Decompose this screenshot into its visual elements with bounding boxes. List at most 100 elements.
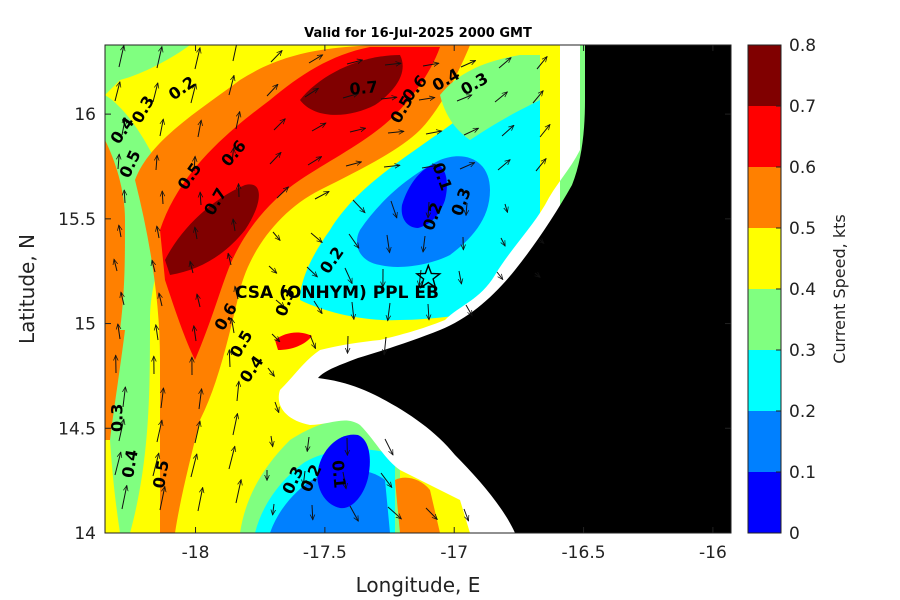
band-0.7-0.8-south (165, 184, 259, 275)
band-0.5-0.6-southeast (395, 477, 440, 533)
current-vector-arrow (463, 508, 469, 521)
colorbar-tick-label: 0.6 (789, 158, 816, 178)
current-vector-arrow (312, 504, 313, 520)
x-tick-label: -17 (440, 543, 468, 563)
colorbar-swatch (748, 289, 781, 350)
current-vector-arrow (310, 232, 322, 243)
current-vector-arrow (114, 82, 120, 102)
current-vector-arrow (348, 335, 349, 353)
current-vector-arrow (118, 324, 120, 340)
current-vector-arrow (269, 152, 281, 165)
band-0.6-0.7 (160, 47, 440, 360)
current-vector-arrow (380, 97, 397, 99)
current-vector-arrow (428, 201, 429, 218)
colorbar-swatch (748, 45, 781, 106)
current-vector-arrow (200, 192, 201, 206)
current-vector-arrow (309, 334, 316, 349)
current-vector-arrow (156, 47, 162, 69)
x-tick-label: -16.5 (562, 543, 606, 563)
current-vector-arrow (384, 336, 386, 355)
current-vector-arrow (118, 419, 124, 442)
y-tick-label: 14 (74, 524, 96, 544)
current-vector-arrow (349, 128, 366, 133)
y-tick-label: 15 (74, 315, 96, 335)
plot-area: 0.20.30.40.5 0.50.60.70.7 0.60.50.40.30.10… (105, 45, 731, 533)
colorbar-tick-label: 0 (789, 524, 800, 544)
current-vector-arrow (152, 453, 159, 477)
colorbar-tick-label: 0.5 (789, 219, 816, 239)
current-vector-arrow (273, 503, 274, 515)
colorbar-tick-label: 0.4 (789, 280, 816, 300)
colorbar-tick-label: 0.7 (789, 97, 816, 117)
current-vector-arrow (119, 225, 121, 238)
current-vector-arrow (121, 292, 124, 306)
colorbar-swatch (748, 472, 781, 533)
current-vector-arrow (498, 58, 511, 69)
current-vector-arrow (159, 119, 163, 137)
current-vector-arrow (505, 203, 508, 212)
current-vector-arrow (307, 157, 322, 166)
current-vector-arrow (266, 84, 278, 97)
current-vector-arrow (422, 63, 439, 66)
current-vector-arrow (156, 155, 157, 171)
current-vector-arrow (159, 293, 162, 307)
current-vector-arrow (124, 190, 125, 204)
current-vector-arrow (237, 381, 239, 402)
current-vector-arrow (190, 261, 193, 274)
colorbar-swatch (748, 167, 781, 228)
colorbar-label: Current Speed, kts (830, 214, 849, 363)
current-vector-arrow (123, 387, 125, 408)
current-vector-arrow (194, 326, 196, 342)
current-vectors (114, 45, 550, 521)
current-vector-arrow (349, 505, 359, 521)
current-vector-arrow (232, 148, 234, 164)
x-axis-label: Longitude, E (356, 573, 481, 597)
current-vector-arrow (539, 125, 550, 138)
current-vector-arrow (118, 46, 124, 68)
current-vector-arrow (121, 118, 125, 136)
current-vector-arrow (195, 227, 197, 240)
current-vector-arrow (275, 299, 285, 307)
current-vector-arrow (267, 367, 274, 376)
current-vector-arrow (156, 420, 162, 443)
current-vector-arrow (239, 184, 240, 198)
current-vector-arrow (532, 91, 543, 104)
current-vector-arrow (194, 48, 200, 70)
current-vector-arrow (496, 271, 503, 280)
band-0.5-0.6-west-strip (105, 330, 125, 440)
colorbar-swatch (748, 350, 781, 411)
colorbar-tick-label: 0.8 (789, 36, 816, 56)
current-vector-arrow (271, 435, 273, 447)
contour-label: 0.3 (107, 404, 126, 432)
current-vector-arrow (346, 60, 363, 65)
band-0.3-0.4-coastal (440, 55, 540, 140)
colorbar: 0 0.1 0.2 0.3 0.4 0.5 0.6 0.7 0.8 (747, 36, 816, 544)
current-vector-arrow (232, 414, 238, 436)
current-vector-arrow (114, 259, 117, 272)
current-vector-arrow (232, 318, 235, 334)
station-marker: CSA (ONHYM) PPL EB (235, 263, 442, 303)
current-vector-arrow (235, 480, 241, 504)
current-vector-arrow (387, 131, 404, 133)
current-vector-arrow (152, 83, 158, 103)
current-vector-arrow (352, 199, 365, 213)
land-mass (318, 45, 731, 533)
y-tick-label: 14.5 (58, 419, 96, 439)
current-vector-arrow (384, 438, 394, 455)
current-vector-arrow (459, 270, 462, 284)
current-vector-arrow (421, 165, 438, 168)
current-vector-arrow (273, 119, 285, 131)
current-vector-arrow (418, 98, 435, 101)
current-vector-arrow (535, 159, 546, 172)
x-tick-label: -16 (699, 543, 727, 563)
y-axis-label: Latitude, N (15, 234, 39, 344)
current-vector-arrow (229, 350, 230, 368)
current-vector-arrow (425, 507, 437, 520)
y-tick-label: 15.5 (58, 210, 96, 230)
current-vector-arrow (383, 165, 400, 167)
current-vector-arrow (228, 75, 234, 96)
current-vector-arrow (152, 260, 155, 273)
current-vector-arrow (118, 154, 119, 170)
contour-label: 0.4 (118, 448, 142, 479)
current-vector-arrow (197, 120, 201, 138)
